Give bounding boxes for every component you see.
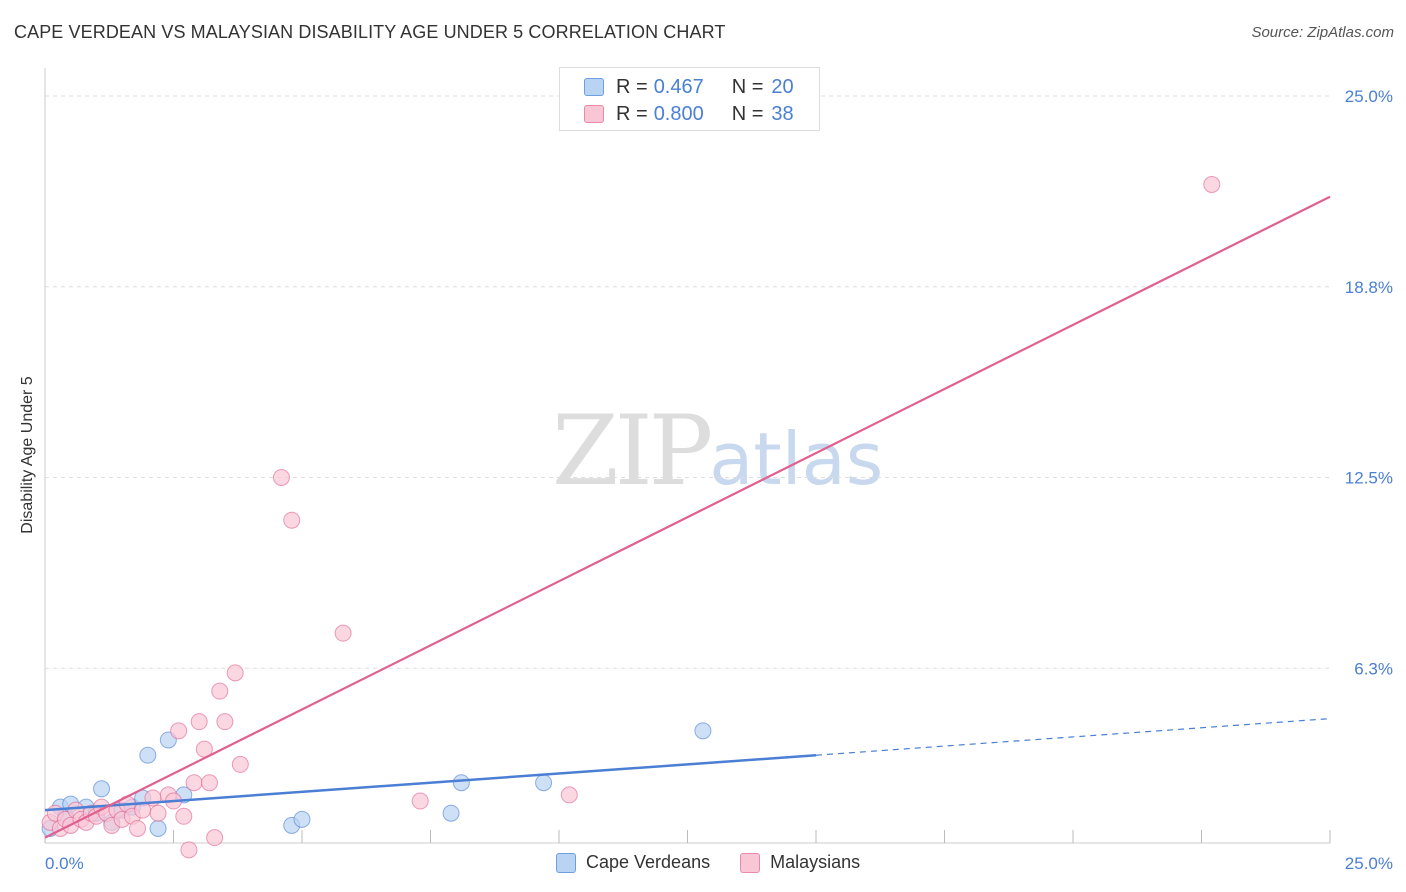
- cape-verdean-point: [535, 774, 553, 792]
- legend-item-malaysians[interactable]: Malaysians: [740, 852, 860, 873]
- malaysian-point: [149, 804, 167, 822]
- legend-swatch-malaysians: [740, 852, 761, 873]
- malaysian-trendline: [44, 195, 1331, 839]
- cape-verdean-point: [293, 810, 311, 828]
- malaysian-point: [206, 829, 224, 847]
- cape-verdean-point: [694, 722, 712, 740]
- cape-verdean-point: [442, 804, 460, 822]
- malaysian-point: [185, 774, 203, 792]
- malaysian-point: [334, 624, 352, 642]
- watermark-atlas: atlas: [709, 417, 884, 501]
- malaysian-point: [1203, 176, 1221, 194]
- legend-label-cape-verdeans: Cape Verdeans: [586, 852, 711, 872]
- chart-title: CAPE VERDEAN VS MALAYSIAN DISABILITY AGE…: [14, 22, 726, 42]
- legend-r-label: R =: [616, 102, 648, 125]
- y-tick-label: 6.3%: [1354, 659, 1393, 678]
- legend-row-malaysians: R = 0.800 N = 38: [584, 102, 794, 126]
- malaysian-point: [226, 664, 244, 682]
- legend-n-label: N =: [731, 75, 764, 98]
- x-tick-label: 25.0%: [1345, 854, 1393, 873]
- legend-label-malaysians: Malaysians: [770, 852, 861, 872]
- malaysian-point: [272, 469, 290, 486]
- cape-verdean-trendline: [44, 753, 817, 812]
- cape-verdean-point: [93, 780, 111, 798]
- y-tick-label: 18.8%: [1345, 278, 1393, 297]
- x-tick-label: 0.0%: [45, 854, 84, 873]
- legend-n-value: 20: [771, 75, 794, 98]
- malaysian-point: [216, 713, 234, 731]
- cape-verdean-point: [452, 774, 470, 792]
- watermark: ZIPatlas: [552, 395, 883, 507]
- legend-r-label: R =: [616, 75, 648, 98]
- legend-swatch-cape-verdeans: [584, 78, 604, 96]
- legend-r-value: 0.800: [653, 102, 704, 125]
- legend-item-cape-verdeans[interactable]: Cape Verdeans: [556, 852, 710, 873]
- malaysian-point: [411, 792, 429, 810]
- legend-swatch-cape-verdeans: [556, 852, 576, 873]
- malaysian-point: [170, 722, 188, 740]
- malaysian-point: [231, 755, 249, 773]
- malaysian-point: [200, 774, 218, 792]
- malaysian-point: [560, 786, 578, 804]
- y-tick-label: 25.0%: [1345, 87, 1393, 106]
- y-tick-label: 12.5%: [1345, 469, 1393, 488]
- malaysian-point: [129, 819, 147, 837]
- source-label: Source: ZipAtlas.com: [1251, 24, 1394, 41]
- malaysian-point: [190, 713, 208, 731]
- legend-r-value: 0.467: [653, 75, 704, 98]
- cape-verdean-point: [139, 746, 157, 764]
- watermark-zip: ZIP: [552, 395, 713, 507]
- legend-swatch-malaysians: [584, 105, 604, 123]
- legend-n-value: 38: [771, 102, 794, 125]
- correlation-legend: R = 0.467 N = 20 R = 0.800 N = 38: [559, 67, 820, 131]
- malaysian-point: [180, 841, 198, 859]
- cape-verdean-point: [149, 819, 167, 837]
- series-legend: Cape Verdeans Malaysians: [556, 852, 890, 873]
- legend-row-cape-verdeans: R = 0.467 N = 20: [584, 75, 794, 99]
- cape-verdean-trendline-extension: [815, 718, 1331, 756]
- malaysian-point: [283, 511, 301, 529]
- malaysian-point: [175, 807, 193, 825]
- malaysian-point: [211, 682, 229, 700]
- legend-n-label: N =: [731, 102, 764, 125]
